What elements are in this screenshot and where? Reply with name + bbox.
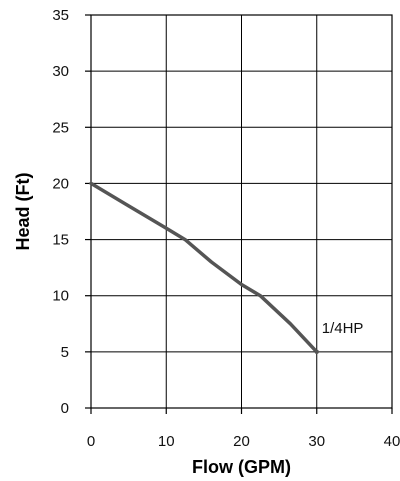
y-tick-label: 15 xyxy=(52,232,69,249)
x-tick-label: 30 xyxy=(308,433,325,450)
y-tick-label: 30 xyxy=(52,63,69,80)
y-axis-title: Head (Ft) xyxy=(13,173,33,251)
x-axis-title: Flow (GPM) xyxy=(192,457,291,477)
annotation-layer: 1/4HP xyxy=(322,320,364,337)
y-axis-ticks xyxy=(85,14,91,409)
x-axis-tick-labels: 0 10 20 30 40 xyxy=(87,433,400,450)
y-tick-label: 10 xyxy=(52,288,69,305)
y-tick-label: 35 xyxy=(52,7,69,24)
series-layer xyxy=(89,181,319,355)
x-axis-ticks xyxy=(90,408,393,414)
series-end-point xyxy=(314,349,319,355)
x-tick-label: 20 xyxy=(233,433,250,450)
y-axis-tick-labels: 0 5 10 15 20 25 30 35 xyxy=(52,7,69,417)
x-tick-label: 40 xyxy=(384,433,400,450)
y-tick-label: 5 xyxy=(61,344,69,361)
x-tick-label: 0 xyxy=(87,433,95,450)
y-tick-label: 20 xyxy=(52,175,69,192)
x-tick-label: 10 xyxy=(158,433,175,450)
series-annotation-label: 1/4HP xyxy=(322,320,364,337)
y-tick-label: 0 xyxy=(61,400,69,417)
series-line-1 xyxy=(89,181,319,354)
y-tick-label: 25 xyxy=(52,119,69,136)
